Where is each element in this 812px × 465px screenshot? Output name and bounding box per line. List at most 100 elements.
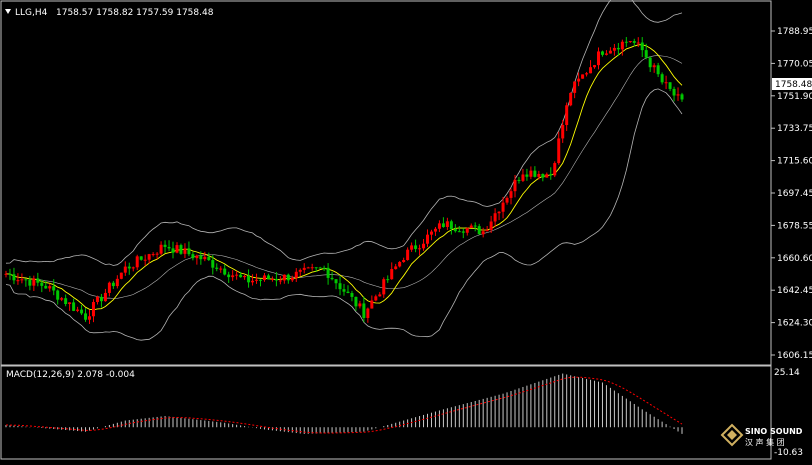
- candle-body: [489, 221, 493, 230]
- candle-body: [282, 274, 286, 281]
- candle-body: [270, 278, 274, 280]
- price-tick-label: 1788.95: [777, 27, 812, 37]
- candle-body: [247, 275, 251, 283]
- candle-body: [44, 285, 48, 289]
- price-tick-label: 1733.75: [777, 124, 812, 134]
- candle-body: [115, 278, 119, 287]
- candle-body: [326, 267, 330, 278]
- candle-body: [672, 88, 676, 96]
- symbol-label: LLG,H4: [15, 8, 48, 18]
- candle-body: [541, 173, 545, 178]
- candle-body: [80, 309, 84, 314]
- candle-body: [211, 260, 215, 268]
- candle-body: [370, 300, 374, 309]
- candle-body: [346, 291, 350, 294]
- candle-body: [577, 78, 581, 82]
- candle-body: [593, 65, 597, 68]
- price-axis: 1788.95 1770.05 1751.90 1733.75 1715.60 1697.…: [771, 27, 812, 361]
- candle-body: [119, 272, 123, 279]
- candle-body: [445, 221, 449, 227]
- candle-body: [449, 221, 453, 230]
- candle-body: [99, 296, 103, 302]
- current-price-label: 1758.48: [775, 80, 812, 90]
- moving-average: [5, 44, 683, 311]
- candle-body: [131, 267, 135, 269]
- candle-body: [517, 179, 521, 181]
- candle-body: [394, 266, 398, 270]
- candle-body: [286, 274, 290, 281]
- candle-body: [306, 267, 310, 269]
- candle-body: [497, 211, 501, 214]
- logo-diamond-inner-icon: [727, 430, 737, 440]
- dropdown-triangle-icon[interactable]: [5, 9, 11, 14]
- candle-body: [147, 254, 151, 260]
- candle-body: [20, 279, 24, 281]
- candle-body: [418, 248, 422, 250]
- candle-body: [656, 65, 660, 75]
- candle-body: [473, 225, 477, 227]
- candle-body: [155, 253, 159, 255]
- candle-body: [366, 308, 370, 318]
- candle-body: [644, 50, 648, 58]
- price-tick-label: 1660.60: [777, 254, 812, 264]
- candle-body: [40, 282, 44, 286]
- candle-body: [262, 275, 266, 281]
- candle-body: [461, 231, 465, 233]
- candle-body: [414, 245, 418, 249]
- candle-body: [545, 174, 549, 178]
- candle-body: [600, 51, 604, 55]
- candle-body: [239, 274, 243, 278]
- candle-body: [334, 279, 338, 284]
- candle-body: [278, 280, 282, 282]
- sino-sound-logo: SINO SOUND 汉 声 集 团: [720, 423, 803, 447]
- candle-body: [374, 296, 378, 301]
- current-price-box: [772, 78, 812, 90]
- candle-body: [529, 170, 533, 177]
- candle-body: [422, 243, 426, 249]
- candle-body: [258, 279, 262, 281]
- candle-body: [171, 248, 175, 253]
- candle-body: [64, 298, 68, 305]
- candle-body: [604, 53, 608, 55]
- candle-body: [485, 229, 489, 232]
- candle-body: [573, 81, 577, 93]
- macd-axis-top: 25.14: [774, 368, 800, 378]
- candle-body: [350, 293, 354, 297]
- candle-body: [179, 245, 183, 254]
- candle-body: [378, 294, 382, 297]
- candle-body: [493, 213, 497, 222]
- macd-axis-bottom: -10.63: [774, 448, 803, 458]
- candle-body: [362, 303, 366, 318]
- candle-body: [191, 254, 195, 259]
- candle-body: [235, 274, 239, 276]
- price-panel-border: [0, 0, 772, 366]
- candle-body: [231, 275, 235, 278]
- candle-body: [525, 174, 529, 177]
- candle-body: [390, 269, 394, 280]
- candle-body: [620, 41, 624, 50]
- candle-body: [557, 138, 561, 164]
- candle-body: [660, 74, 664, 83]
- candle-body: [159, 244, 163, 254]
- candle-body: [513, 179, 517, 192]
- candle-body: [24, 279, 28, 281]
- candle-body: [608, 50, 612, 54]
- candle-body: [398, 262, 402, 267]
- candle-body: [36, 278, 40, 283]
- candle-body: [402, 259, 406, 263]
- candle-body: [199, 255, 203, 260]
- candle-body: [255, 279, 259, 281]
- candle-body: [223, 268, 227, 275]
- candle-body: [103, 292, 107, 302]
- candle-body: [227, 274, 231, 278]
- candle-body: [127, 266, 131, 269]
- price-tick-label: 1770.05: [777, 59, 812, 69]
- candle-body: [481, 231, 485, 235]
- candle-body: [72, 302, 76, 311]
- bollinger-middle: [5, 55, 683, 299]
- candle-body: [549, 174, 553, 176]
- candle-body: [310, 267, 314, 269]
- candle-body: [48, 286, 52, 289]
